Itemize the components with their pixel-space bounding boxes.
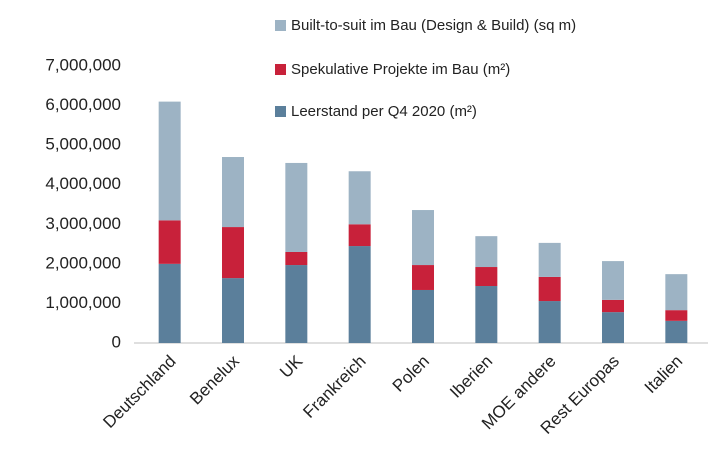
x-tick-label: UK — [276, 351, 307, 382]
bar-segment — [348, 171, 371, 225]
bar-segment — [538, 276, 561, 302]
bar-segment — [158, 220, 181, 264]
x-tick-label: Deutschland — [99, 352, 179, 432]
bar-segment — [602, 312, 624, 343]
y-tick-label: 3,000,000 — [45, 214, 121, 233]
bar-segment — [285, 265, 308, 343]
bar-segment — [348, 224, 371, 247]
bar-segment — [665, 320, 688, 343]
legend-swatch — [275, 64, 286, 75]
bar-segment — [412, 210, 434, 266]
y-tick-label: 7,000,000 — [45, 55, 121, 74]
legend-label: Built-to-suit im Bau (Design & Build) (s… — [291, 17, 577, 34]
y-tick-label: 0 — [112, 332, 121, 351]
bar-segment — [222, 157, 244, 228]
bar-segment — [475, 267, 498, 287]
bar-segment — [285, 162, 308, 252]
x-tick-label: Polen — [389, 352, 433, 396]
bar-segment — [412, 289, 434, 343]
bar-segment — [222, 278, 244, 343]
legend-item: Built-to-suit im Bau (Design & Build) (s… — [275, 14, 615, 37]
bar-segment — [538, 301, 561, 343]
bar-segment — [475, 286, 498, 343]
y-tick-label: 5,000,000 — [45, 135, 121, 154]
legend-item: Spekulative Projekte im Bau (m²) — [275, 58, 615, 81]
bar-segment — [538, 242, 561, 277]
legend-label: Leerstand per Q4 2020 (m²) — [291, 103, 477, 120]
bar-segment — [602, 299, 624, 313]
x-tick-label: Frankreich — [299, 352, 369, 422]
legend-swatch — [275, 106, 286, 117]
y-tick-label: 2,000,000 — [45, 253, 121, 272]
bar-segment — [348, 246, 371, 343]
bar-segment — [412, 265, 434, 290]
legend-item: Leerstand per Q4 2020 (m²) — [275, 100, 615, 123]
legend-swatch — [275, 20, 286, 31]
x-tick-label: Iberien — [446, 352, 496, 402]
bar-segment — [222, 227, 244, 279]
bar-segment — [158, 263, 181, 343]
bar-segment — [602, 261, 624, 300]
bar-segment — [285, 251, 308, 266]
y-tick-label: 1,000,000 — [45, 293, 121, 312]
y-tick-label: 6,000,000 — [45, 95, 121, 114]
bar-segment — [665, 274, 688, 311]
x-tick-label: Benelux — [186, 351, 243, 408]
legend-label: Spekulative Projekte im Bau (m²) — [291, 61, 511, 78]
bar-segment — [475, 236, 498, 268]
y-tick-label: 4,000,000 — [45, 174, 121, 193]
bar-segment — [158, 101, 181, 221]
bar-segment — [665, 310, 688, 321]
x-tick-label: Italien — [641, 352, 687, 398]
